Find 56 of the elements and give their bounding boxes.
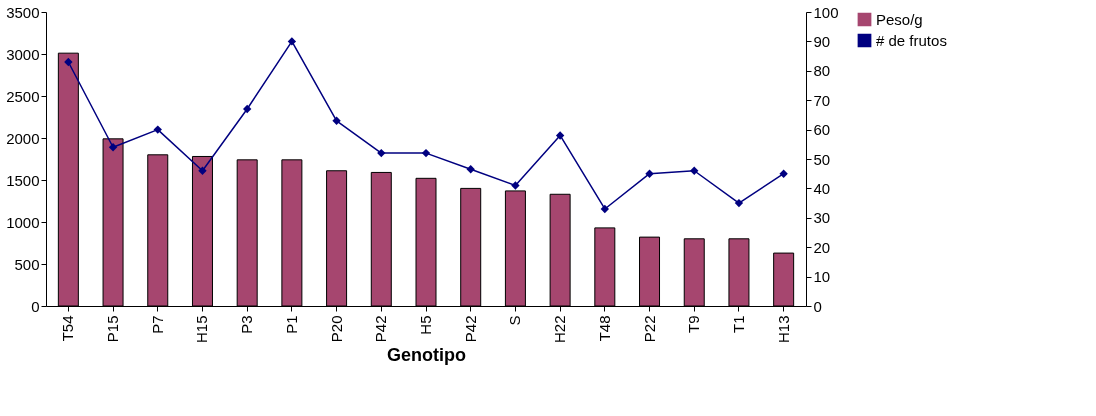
- y2-tick-label: 20: [813, 238, 831, 256]
- x-tick-label: H22: [551, 315, 569, 344]
- y-tick-label: 3000: [6, 45, 40, 63]
- y2-tick-label: 80: [813, 62, 831, 80]
- x-tick-label: S: [506, 315, 524, 326]
- y-tick-label: 2000: [6, 129, 40, 147]
- x-tick-label: H13: [774, 315, 792, 344]
- y2-tick-label: 0: [813, 297, 822, 315]
- legend-label: # de frutos: [876, 31, 947, 49]
- y-tick-label: 500: [14, 255, 40, 273]
- point: [108, 143, 118, 152]
- x-tick-label: P22: [640, 315, 658, 343]
- point: [242, 104, 252, 114]
- y2-tick-label: 30: [813, 209, 831, 227]
- x-tick-label: P20: [327, 315, 345, 343]
- legend-label: Peso/g: [876, 10, 923, 28]
- y2-tick-label: 40: [813, 179, 831, 197]
- point: [332, 116, 341, 125]
- y-tick-label: 2500: [6, 87, 40, 105]
- y-tick-label: 1000: [6, 213, 40, 231]
- point: [198, 166, 207, 175]
- point: [511, 181, 520, 190]
- x-tick-label: H5: [417, 315, 434, 335]
- x-tick-label: T1: [729, 315, 747, 334]
- y-tick-label: 0: [31, 297, 40, 315]
- y2-tick-label: 70: [813, 91, 831, 109]
- y-tick-label: 1500: [6, 171, 40, 189]
- point: [421, 148, 431, 158]
- y-tick-label: 3500: [6, 3, 40, 21]
- y2-tick-label: 10: [813, 268, 831, 286]
- x-tick-label: P1: [282, 315, 300, 334]
- point: [153, 125, 162, 134]
- x-tick-label: T9: [685, 315, 703, 334]
- point: [734, 198, 744, 208]
- x-tick-label: P15: [104, 315, 122, 343]
- point: [377, 148, 386, 158]
- point: [779, 169, 788, 178]
- x-tick-label: P42: [461, 315, 479, 343]
- point: [287, 37, 297, 46]
- x-tick-label: T54: [59, 315, 77, 342]
- point: [555, 131, 565, 140]
- x-tick-label: H15: [193, 315, 211, 344]
- y2-tick-label: 50: [813, 150, 831, 168]
- point: [64, 57, 73, 67]
- y2-tick-label: 90: [813, 32, 831, 50]
- point: [466, 165, 475, 174]
- x-tick-label: P3: [238, 315, 256, 334]
- x-axis-title: Genotipo: [387, 345, 466, 366]
- x-tick-label: P7: [148, 315, 166, 334]
- x-tick-label: P42: [372, 315, 390, 343]
- x-tick-label: T48: [595, 315, 613, 342]
- y2-tick-label: 60: [813, 121, 831, 139]
- point: [645, 169, 654, 178]
- y2-tick-label: 100: [813, 3, 839, 21]
- point: [690, 166, 699, 175]
- point: [600, 204, 610, 214]
